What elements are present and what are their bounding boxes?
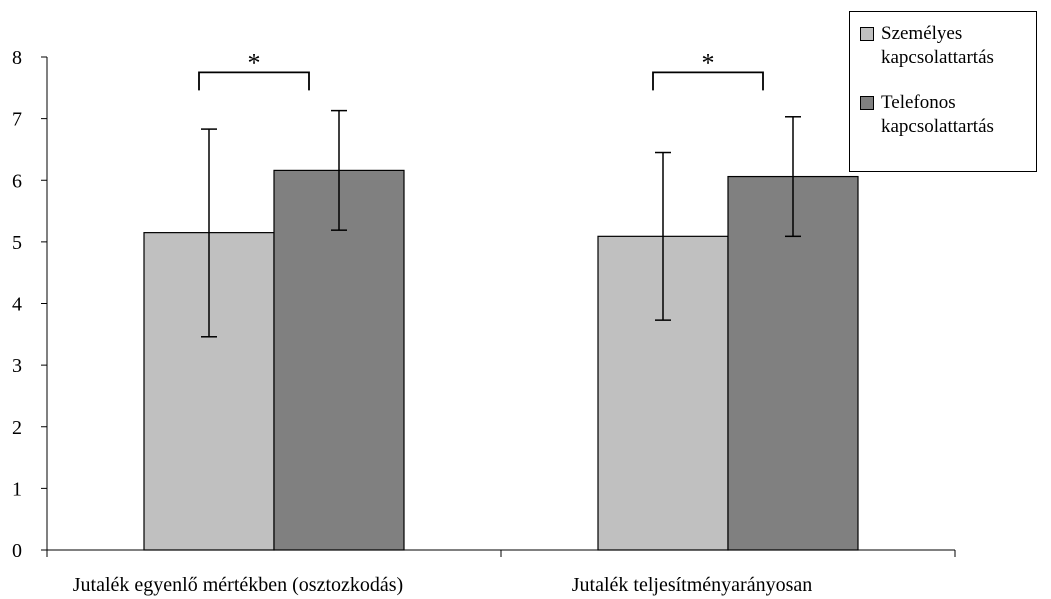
- legend-item-szemelyes: Személyes kapcsolattartás: [860, 22, 994, 70]
- y-tick-label: 0: [12, 540, 22, 562]
- y-tick-label: 5: [12, 232, 22, 254]
- bar: [273, 169, 405, 551]
- legend-swatch-telefonos: [860, 96, 874, 110]
- legend-swatch-szemelyes: [860, 27, 874, 41]
- y-tick-label: 1: [12, 478, 22, 500]
- significance-marker: *: [248, 48, 261, 77]
- y-tick-label: 4: [12, 294, 22, 316]
- chart-legend: Személyes kapcsolattartás Telefonos kapc…: [849, 11, 1037, 172]
- y-tick-label: 2: [12, 417, 22, 439]
- legend-item-telefonos: Telefonos kapcsolattartás: [860, 91, 994, 139]
- legend-label-szemelyes-line2: kapcsolattartás: [881, 47, 994, 68]
- legend-label-szemelyes: Személyes kapcsolattartás: [881, 22, 994, 70]
- legend-label-szemelyes-line1: Személyes: [881, 23, 963, 44]
- bar: [727, 175, 859, 551]
- y-tick-label: 7: [12, 109, 22, 131]
- significance-bracket: [652, 71, 764, 91]
- y-tick-label: 6: [12, 170, 22, 192]
- significance-marker: *: [702, 48, 715, 77]
- legend-label-telefonos: Telefonos kapcsolattartás: [881, 91, 994, 139]
- significance-bracket: [198, 71, 310, 91]
- x-category-label: Jutalék egyenlő mértékben (osztozkodás): [73, 574, 403, 596]
- y-tick-label: 8: [12, 47, 22, 69]
- x-category-label: Jutalék teljesítményarányosan: [572, 574, 812, 596]
- legend-label-telefonos-line1: Telefonos: [881, 92, 956, 113]
- legend-label-telefonos-line2: kapcsolattartás: [881, 116, 994, 137]
- y-tick-label: 3: [12, 355, 22, 377]
